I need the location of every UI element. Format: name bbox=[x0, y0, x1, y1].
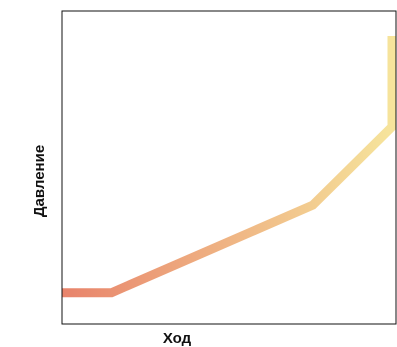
plot-frame bbox=[61, 10, 397, 325]
series-line-0 bbox=[62, 36, 396, 298]
x-axis-label: Ход bbox=[163, 330, 192, 347]
y-axis-label: Давление bbox=[31, 145, 48, 217]
